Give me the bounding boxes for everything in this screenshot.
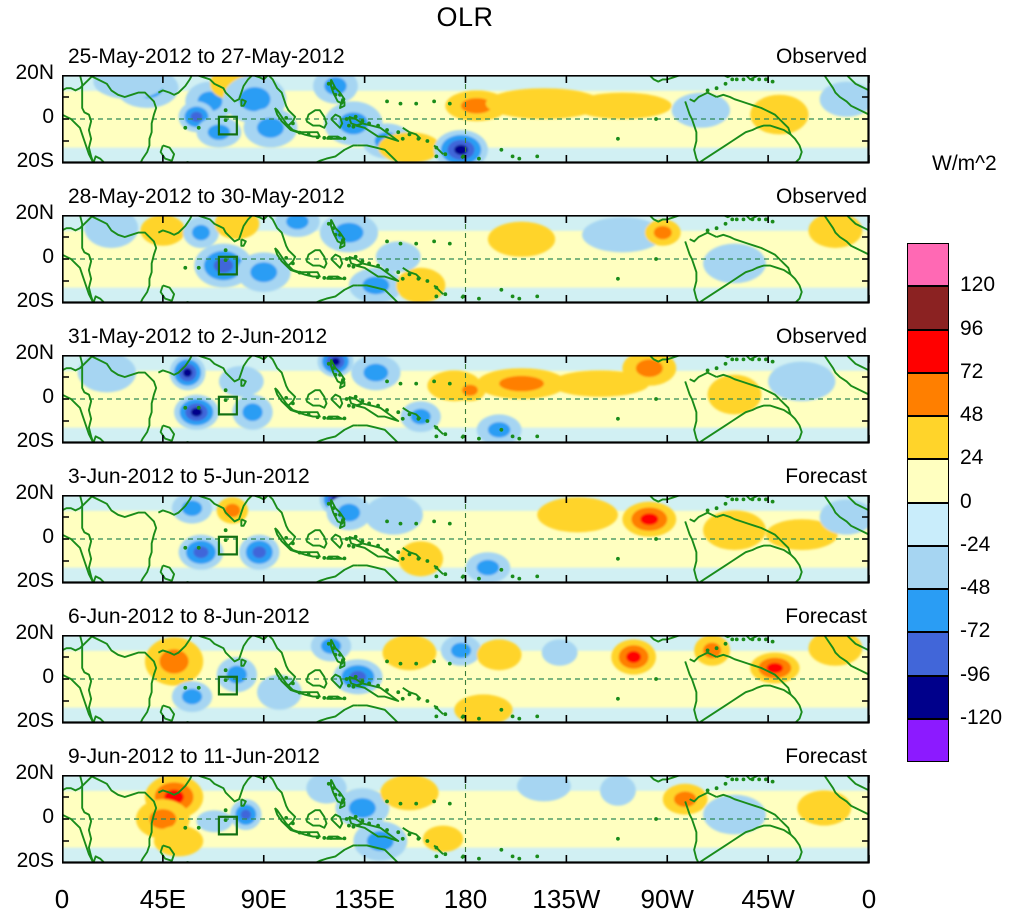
colorbar-band [907, 632, 949, 676]
colorbar-tick-label: -120 [960, 705, 1003, 729]
colorbar-band [907, 372, 949, 416]
colorbar-tick-label: -48 [960, 576, 991, 599]
region-box-marker [217, 115, 238, 136]
page-title: OLR [436, 2, 494, 32]
map-panel: 6-Jun-2012 to 8-Jun-2012 Forecast 20N 0 20S [0, 605, 1028, 732]
colorbar-band [907, 329, 949, 373]
map-panel: 31-May-2012 to 2-Jun-2012 Observed 20N 0 20S [0, 325, 1028, 452]
map-panel: 9-Jun-2012 to 11-Jun-2012 Forecast 20N 0 20S [0, 745, 1028, 872]
colorbar-band [907, 459, 949, 503]
y-axis-tick-label: 20S [16, 149, 54, 172]
y-axis-tick-label: 20S [16, 429, 54, 452]
colorbar-band [907, 243, 949, 287]
y-axis-tick-label: 20N [15, 481, 54, 504]
y-axis-tick-label: 20S [16, 289, 54, 312]
y-axis-tick-label: 0 [42, 665, 54, 688]
colorbar-band [907, 545, 949, 589]
x-axis-tick-label: 90W [640, 884, 694, 914]
y-axis-tick-label: 20N [15, 201, 54, 224]
x-axis-tick-label: 180 [443, 884, 488, 914]
map-panel: 25-May-2012 to 27-May-2012 Observed 20N 0 20… [0, 45, 1028, 172]
map-canvas [62, 495, 870, 584]
panel-title: 6-Jun-2012 to 8-Jun-2012 [68, 605, 310, 628]
colorbar-band [907, 718, 949, 762]
colorbar-band [907, 416, 949, 460]
panel-title: 28-May-2012 to 30-May-2012 [68, 185, 345, 208]
panel-source-label: Observed [775, 185, 867, 208]
map-canvas [62, 635, 870, 724]
colorbar-tick-label: -96 [960, 662, 991, 686]
y-axis-tick-label: 20S [16, 849, 54, 872]
x-axis-tick-label: 135W [532, 884, 601, 914]
region-box-marker [217, 255, 238, 276]
panel-title: 31-May-2012 to 2-Jun-2012 [68, 325, 328, 348]
colorbar-tick-label: 48 [960, 403, 984, 426]
y-axis-tick-label: 20N [15, 341, 54, 364]
y-axis-tick-label: 20S [16, 709, 54, 732]
colorbar-tick-label: -72 [960, 619, 991, 643]
panel-source-label: Observed [775, 325, 867, 348]
x-axis-tick-label: 45W [741, 884, 795, 914]
colorbar-band [907, 502, 949, 546]
x-axis-tick-label: 90E [240, 884, 287, 914]
map-canvas [62, 355, 870, 444]
panel-title: 3-Jun-2012 to 5-Jun-2012 [68, 465, 310, 488]
colorbar-tick-label: 0 [960, 489, 972, 513]
colorbar-unit-label: W/m^2 [932, 152, 997, 175]
colorbar-tick-label: 72 [960, 359, 984, 383]
panel-title: 25-May-2012 to 27-May-2012 [68, 45, 345, 68]
y-axis-tick-label: 0 [42, 245, 54, 268]
colorbar-band [907, 286, 949, 330]
map-panel: 28-May-2012 to 30-May-2012 Observed 20N 0 20… [0, 185, 1028, 312]
colorbar-band [907, 589, 949, 633]
x-axis-tick-label: 135E [334, 884, 395, 914]
map-panel: 3-Jun-2012 to 5-Jun-2012 Forecast 20N 0 20S [0, 465, 1028, 592]
map-canvas [62, 75, 870, 164]
panel-title: 9-Jun-2012 to 11-Jun-2012 [68, 745, 320, 768]
region-box-marker [217, 535, 238, 556]
region-box-marker [217, 815, 238, 836]
colorbar-tick-label: 96 [960, 316, 984, 340]
colorbar-tick-label: 24 [960, 446, 984, 470]
region-box-marker [217, 395, 238, 416]
region-box-marker [217, 675, 238, 696]
y-axis-tick-label: 0 [42, 105, 54, 128]
y-axis-tick-label: 0 [42, 525, 54, 548]
y-axis-tick-label: 20N [15, 61, 54, 84]
colorbar-band [907, 675, 949, 719]
colorbar-tick-label: 120 [960, 273, 996, 297]
x-axis-tick-label: 0 [861, 884, 877, 914]
map-canvas [62, 775, 870, 864]
map-canvas [62, 215, 870, 304]
y-axis-tick-label: 20S [16, 569, 54, 592]
panel-source-label: Forecast [785, 605, 867, 628]
x-axis-tick-label: 45E [139, 884, 186, 914]
x-axis-tick-label: 0 [54, 884, 70, 914]
y-axis-tick-label: 20N [15, 621, 54, 644]
panel-source-label: Observed [775, 45, 867, 68]
y-axis-tick-label: 0 [42, 805, 54, 828]
colorbar-tick-label: -24 [960, 532, 991, 556]
y-axis-tick-label: 0 [42, 385, 54, 408]
panel-source-label: Forecast [785, 745, 867, 768]
y-axis-tick-label: 20N [15, 761, 54, 784]
panel-source-label: Forecast [785, 465, 867, 488]
